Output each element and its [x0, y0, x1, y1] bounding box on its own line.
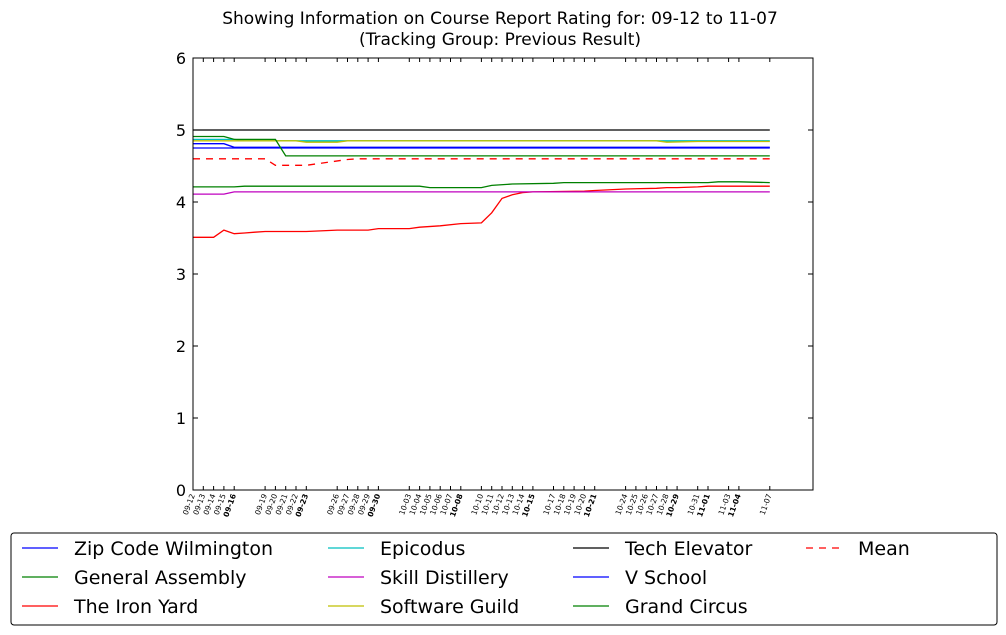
series-line-9 — [193, 158, 770, 166]
chart-title: Showing Information on Course Report Rat… — [222, 9, 778, 29]
series-line-4 — [193, 191, 770, 195]
plot-lines — [193, 129, 770, 238]
y-tick-label-5: 5 — [176, 121, 186, 140]
y-tick-label-0: 0 — [176, 481, 186, 500]
y-axis: 0 1 2 3 4 5 6 — [176, 49, 813, 500]
legend-label-8: Grand Circus — [625, 596, 748, 618]
legend-label-2: The Iron Yard — [73, 596, 198, 618]
legend-label-4: Skill Distillery — [380, 567, 509, 589]
x-tick-label-42: 11-07 — [758, 492, 774, 516]
legend-frame — [10, 532, 998, 626]
legend-label-7: V School — [625, 567, 707, 589]
legend-label-1: General Assembly — [74, 567, 247, 589]
series-line-5 — [193, 140, 770, 143]
legend: Zip Code Wilmington General Assembly The I… — [10, 532, 998, 626]
series-line-1 — [193, 181, 770, 189]
y-tick-label-6: 6 — [176, 49, 186, 68]
legend-label-3: Epicodus — [380, 538, 465, 560]
chart-subtitle: (Tracking Group: Previous Result) — [359, 30, 641, 50]
y-tick-label-2: 2 — [176, 337, 186, 356]
legend-label-5: Software Guild — [380, 596, 519, 618]
legend-label-9: Mean — [858, 538, 910, 560]
legend-label-6: Tech Elevator — [624, 538, 753, 560]
plot-frame — [192, 57, 814, 491]
series-line-8 — [193, 135, 770, 157]
series-line-2 — [193, 185, 770, 238]
y-tick-label-1: 1 — [176, 409, 186, 428]
y-tick-label-4: 4 — [176, 193, 186, 212]
y-tick-label-3: 3 — [176, 265, 186, 284]
legend-label-0: Zip Code Wilmington — [74, 538, 273, 560]
series-line-0 — [193, 143, 770, 148]
